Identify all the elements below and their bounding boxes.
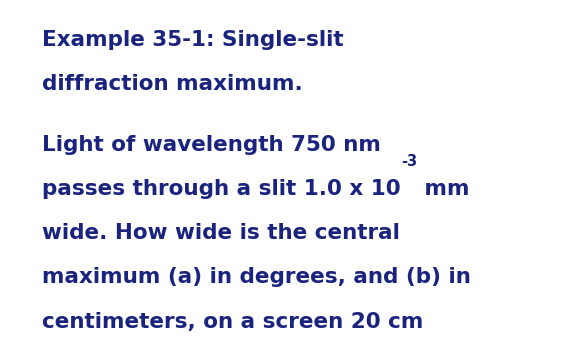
Text: Example 35-1: Single-slit: Example 35-1: Single-slit	[42, 30, 344, 50]
Text: Light of wavelength 750 nm: Light of wavelength 750 nm	[42, 135, 381, 154]
Text: wide. How wide is the central: wide. How wide is the central	[42, 223, 400, 243]
Text: diffraction maximum.: diffraction maximum.	[42, 74, 303, 94]
Text: -3: -3	[401, 154, 417, 169]
Text: centimeters, on a screen 20 cm: centimeters, on a screen 20 cm	[42, 312, 424, 331]
Text: maximum (a) in degrees, and (b) in: maximum (a) in degrees, and (b) in	[42, 267, 471, 287]
Text: mm: mm	[417, 179, 470, 199]
Text: passes through a slit 1.0 x 10: passes through a slit 1.0 x 10	[42, 179, 401, 199]
Text: -3: -3	[401, 154, 417, 169]
